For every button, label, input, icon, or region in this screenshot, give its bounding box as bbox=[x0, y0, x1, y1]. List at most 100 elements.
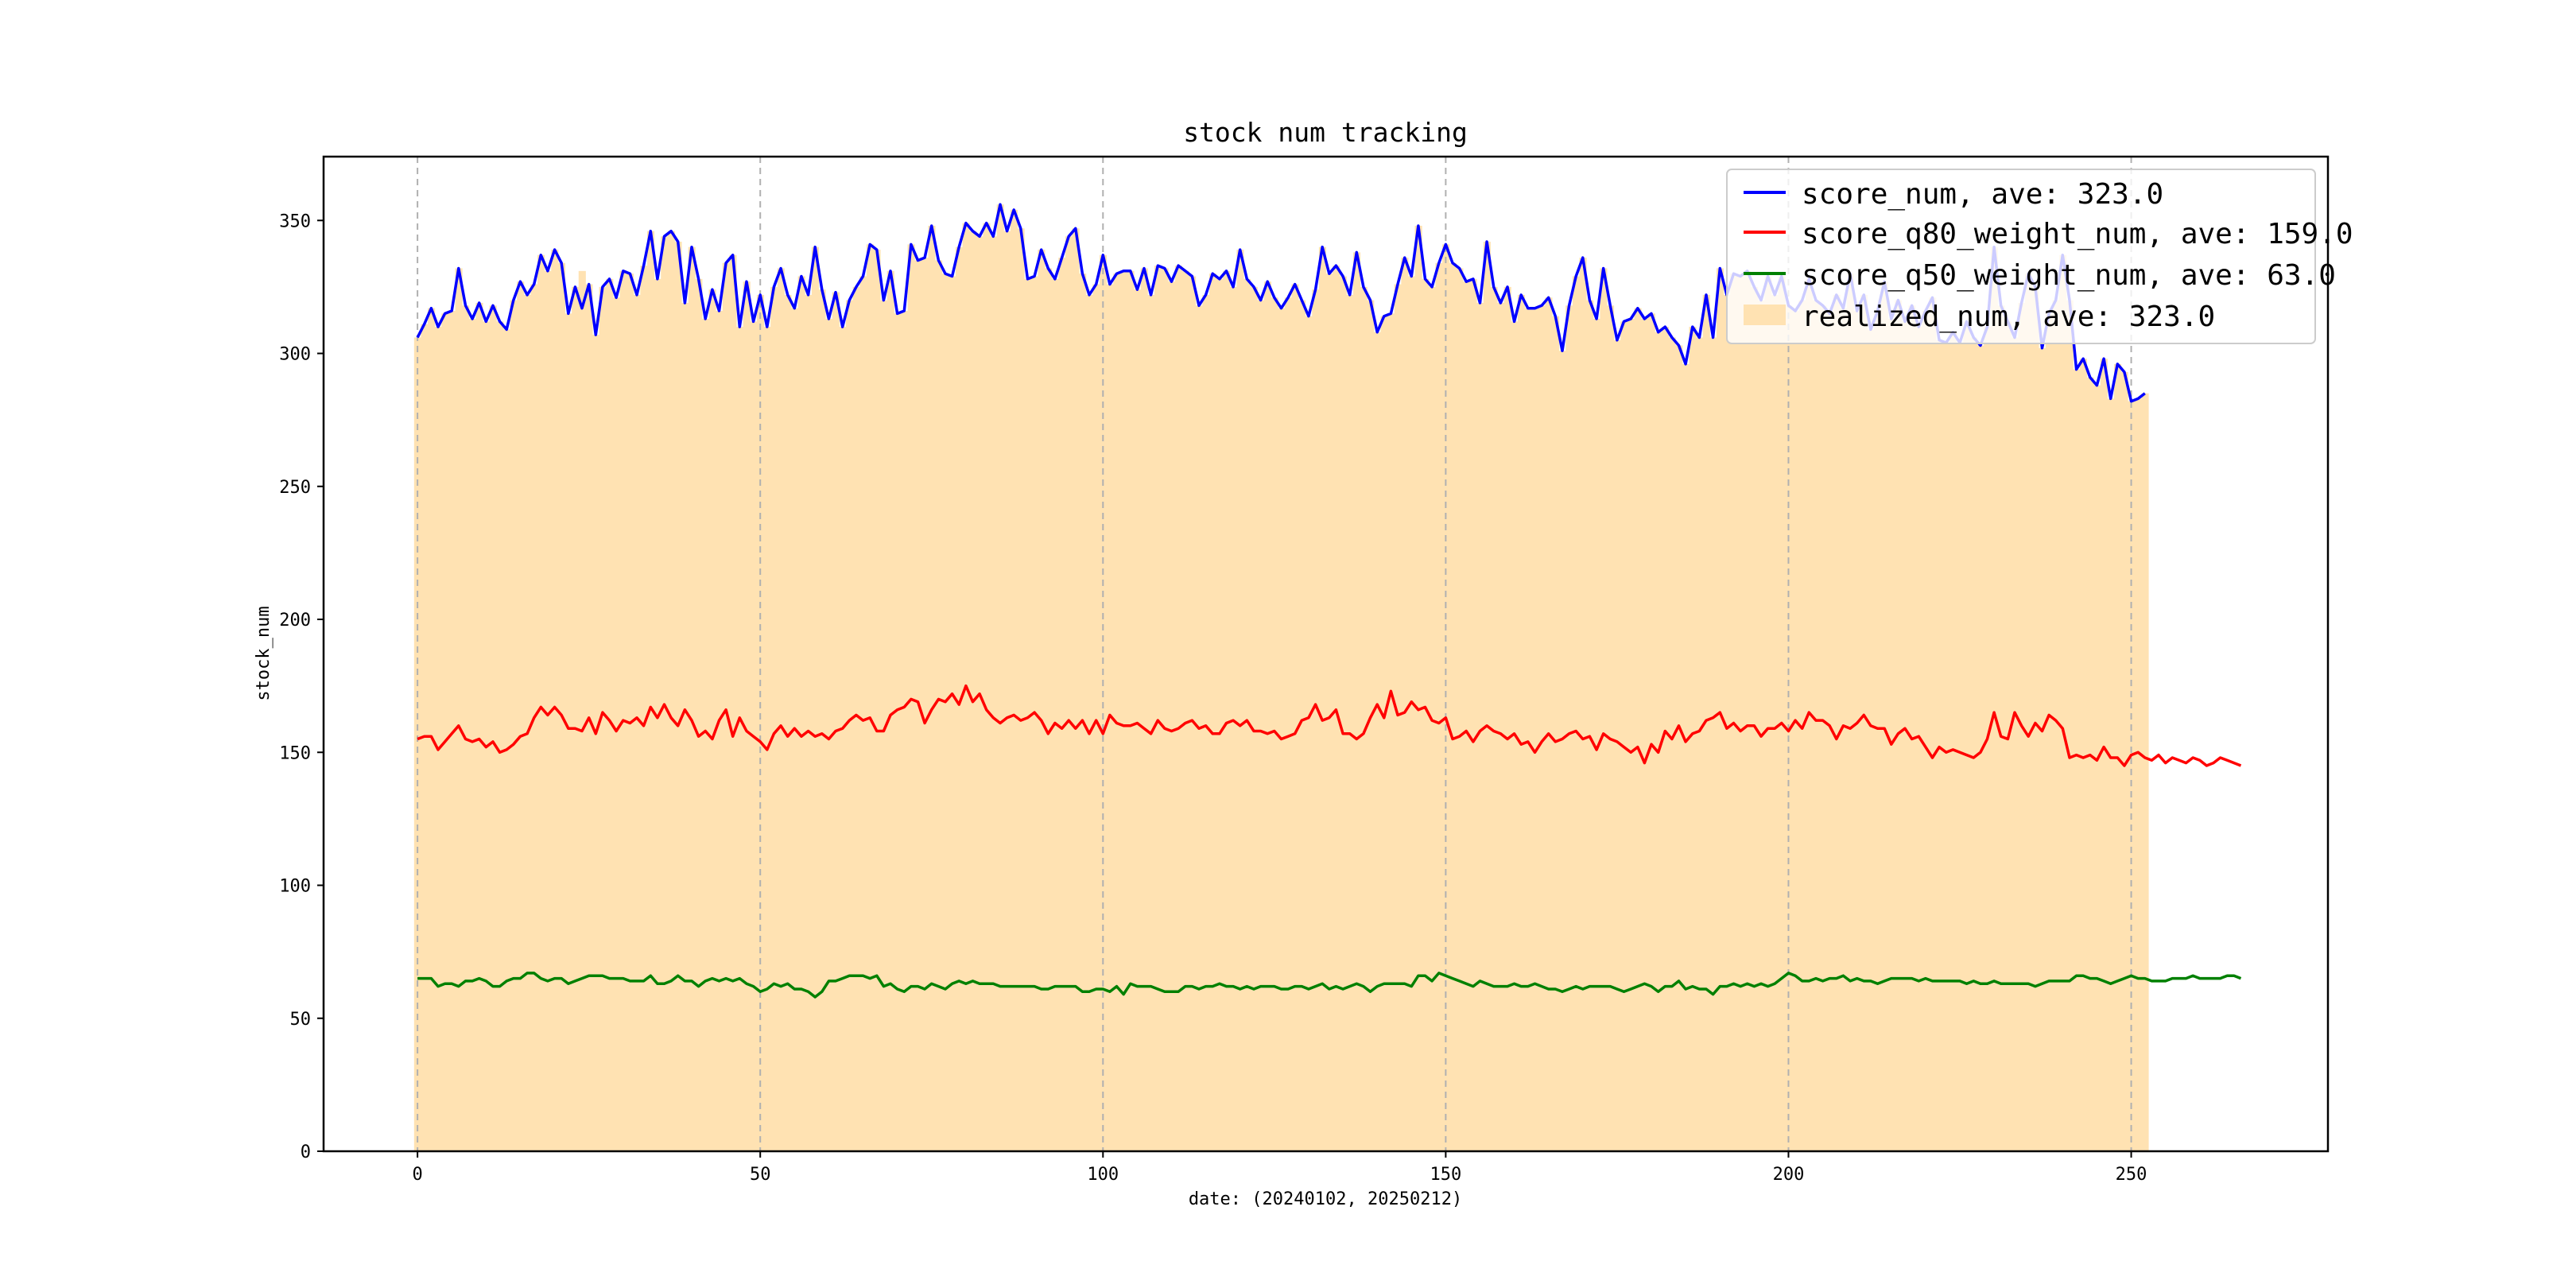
realized-bar bbox=[1387, 313, 1395, 1151]
realized-bar bbox=[1223, 270, 1231, 1151]
realized-bar bbox=[483, 321, 491, 1152]
realized-bar bbox=[708, 289, 716, 1152]
realized-bar bbox=[777, 268, 785, 1152]
realized-bar bbox=[1942, 343, 1950, 1151]
realized-bar bbox=[832, 292, 840, 1151]
realized-bar bbox=[1469, 278, 1477, 1151]
realized-bar bbox=[1394, 284, 1402, 1151]
realized-bar bbox=[489, 305, 497, 1151]
realized-bar bbox=[2024, 274, 2033, 1151]
realized-bar bbox=[2128, 401, 2136, 1151]
realized-bar bbox=[2141, 393, 2149, 1151]
x-tick-label: 250 bbox=[2116, 1165, 2147, 1185]
x-tick-label: 50 bbox=[750, 1165, 771, 1185]
realized-bar bbox=[1655, 332, 1662, 1152]
realized-bar bbox=[455, 268, 463, 1152]
realized-bar bbox=[1744, 270, 1752, 1151]
realized-bar bbox=[1833, 294, 1841, 1152]
realized-bar bbox=[1819, 305, 1827, 1151]
realized-bar bbox=[633, 294, 641, 1152]
realized-bar bbox=[1236, 250, 1244, 1151]
realized-bar bbox=[1462, 281, 1471, 1152]
realized-bar bbox=[1949, 332, 1957, 1152]
realized-bar bbox=[852, 286, 860, 1151]
realized-bar bbox=[1134, 289, 1142, 1152]
realized-bar bbox=[661, 236, 669, 1151]
realized-bar bbox=[2100, 359, 2108, 1152]
realized-bar bbox=[1119, 270, 1127, 1151]
realized-bar bbox=[688, 246, 696, 1151]
realized-bar bbox=[428, 308, 436, 1152]
realized-bar bbox=[578, 270, 586, 1151]
realized-bar bbox=[448, 311, 456, 1151]
realized-bar bbox=[928, 225, 936, 1152]
realized-bar bbox=[1017, 228, 1025, 1151]
realized-bar bbox=[736, 327, 744, 1152]
realized-bar bbox=[763, 327, 771, 1152]
realized-bar bbox=[1181, 270, 1189, 1151]
realized-bar bbox=[2011, 337, 2019, 1151]
realized-bar bbox=[1305, 316, 1313, 1151]
realized-bar bbox=[1263, 281, 1272, 1152]
realized-bar bbox=[805, 294, 813, 1152]
realized-bar bbox=[811, 246, 819, 1151]
realized-bar bbox=[1339, 276, 1347, 1152]
realized-bar bbox=[1771, 294, 1779, 1152]
axes-frame bbox=[322, 155, 2330, 1153]
realized-bar bbox=[1490, 286, 1498, 1151]
realized-bar bbox=[1360, 286, 1368, 1151]
realized-bar bbox=[1401, 258, 1409, 1152]
realized-bar bbox=[1880, 281, 1888, 1152]
chart-title: stock num tracking bbox=[1183, 117, 1468, 148]
realized-bar bbox=[1113, 274, 1121, 1151]
realized-bar bbox=[818, 289, 826, 1152]
y-tick-label: 250 bbox=[279, 478, 311, 498]
realized-bar bbox=[1586, 300, 1594, 1151]
realized-bar bbox=[2086, 377, 2094, 1151]
realized-bar bbox=[1038, 250, 1046, 1151]
realized-bar bbox=[1161, 268, 1169, 1152]
realized-bar bbox=[722, 262, 730, 1152]
realized-bar bbox=[1620, 321, 1628, 1152]
realized-bar bbox=[1407, 276, 1416, 1152]
realized-bar bbox=[825, 319, 833, 1152]
realized-bar bbox=[2093, 385, 2101, 1152]
legend-label-score-num: score_num, ave: 323.0 bbox=[1802, 178, 2163, 211]
realized-bar bbox=[667, 231, 675, 1152]
realized-bar bbox=[921, 258, 929, 1152]
realized-bar bbox=[537, 254, 545, 1152]
realized-bar bbox=[2079, 359, 2088, 1152]
realized-bar bbox=[839, 327, 847, 1152]
realized-bar bbox=[743, 281, 751, 1152]
realized-bar bbox=[2107, 398, 2115, 1151]
realized-bar bbox=[1298, 300, 1306, 1151]
realized-bar bbox=[523, 294, 531, 1152]
realized-bar bbox=[845, 300, 854, 1151]
realized-bar bbox=[1675, 345, 1683, 1151]
realized-bar bbox=[572, 286, 580, 1151]
y-axis-ticks: 0 50 100 150 200 250 300 350 bbox=[279, 211, 324, 1162]
x-tick-label: 0 bbox=[412, 1165, 422, 1185]
realized-bar bbox=[695, 278, 703, 1151]
realized-bar bbox=[1751, 286, 1759, 1151]
realized-bar bbox=[1791, 311, 1799, 1151]
realized-bar bbox=[1956, 343, 1964, 1151]
realized-bar bbox=[886, 270, 894, 1151]
x-axis-ticks: 0 50 100 150 200 250 bbox=[412, 1151, 2147, 1185]
realized-bar bbox=[1045, 268, 1053, 1152]
legend: score_num, ave: 323.0 score_q80_weight_n… bbox=[1726, 169, 2353, 344]
realized-bar bbox=[1668, 337, 1676, 1151]
realized-bar bbox=[1243, 278, 1251, 1151]
realized-bar bbox=[1558, 351, 1566, 1151]
legend-swatch-realized bbox=[1744, 305, 1786, 325]
realized-bar bbox=[544, 270, 552, 1151]
realized-bar bbox=[990, 236, 998, 1151]
realized-bar bbox=[1127, 270, 1135, 1151]
realized-bar bbox=[701, 319, 710, 1152]
realized-bar bbox=[1552, 316, 1560, 1151]
realized-bar bbox=[1483, 242, 1491, 1151]
realized-bar bbox=[2045, 313, 2053, 1151]
realized-bar bbox=[413, 337, 421, 1151]
realized-bar bbox=[1051, 278, 1059, 1151]
